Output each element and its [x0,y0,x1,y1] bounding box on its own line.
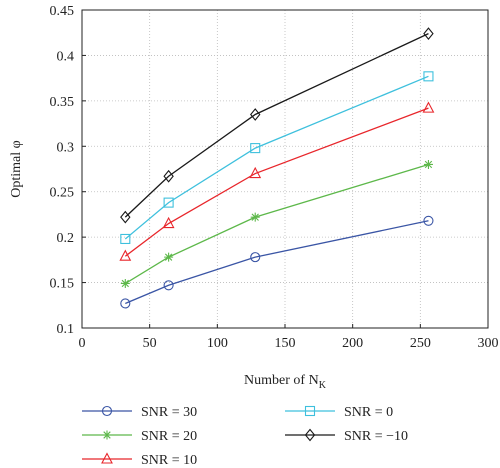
data-point [120,278,130,288]
data-point [163,169,174,183]
x-axis-label-main: Number of N [244,373,319,388]
y-tick-label: 0.35 [50,95,75,110]
series-line [124,107,429,257]
y-tick-label: 0.25 [50,186,75,201]
legend-marker [304,405,316,417]
x-tick-label: 150 [275,336,296,351]
data-point [120,210,131,224]
legend-marker [101,405,113,417]
legend-label: SNR = 30 [141,405,197,420]
y-tick-label: 0.4 [57,49,75,64]
x-tick-label: 250 [410,336,431,351]
x-tick-label: 200 [342,336,363,351]
data-point [423,71,434,82]
axis-ticks: 0 50 100 150 200 250 300 0.1 0.15 0.2 0.25 0.3 0.35 0… [50,4,499,351]
legend-item: SNR = 30 [82,405,197,420]
data-point [423,27,434,40]
grid-lines [82,10,488,328]
data-point [249,166,262,179]
series-2 [119,101,435,261]
x-tick-label: 100 [207,336,228,351]
data-point [164,252,174,262]
legend-item: SNR = 0 [285,405,393,420]
data-point [120,233,131,245]
x-axis-label-subscript: K [319,380,327,391]
series-3 [120,71,434,245]
data-point [120,298,131,309]
y-tick-label: 0.15 [50,277,75,292]
series-1 [120,159,433,288]
legend-item: SNR = −10 [285,428,408,444]
data-point [422,101,435,113]
legend-label: SNR = 0 [344,405,393,420]
legend-item: SNR = 10 [82,452,197,468]
data-point [250,108,261,121]
data-point [163,280,174,291]
data-point [250,143,261,154]
legend-label: SNR = −10 [344,429,408,444]
x-tick-label: 0 [79,336,86,351]
legend-label: SNR = 20 [141,429,197,444]
series-line [124,163,429,285]
series-line [124,33,429,218]
data-point [119,249,132,261]
x-axis-label: Number of NK [244,373,327,391]
series-0 [120,215,434,309]
data-point [250,252,261,263]
legend-item: SNR = 20 [82,429,197,444]
data-point [163,197,174,208]
data-point [250,212,260,222]
x-tick-label: 50 [143,336,157,351]
legend: SNR = 30 SNR = 20 SNR = 10 SNR = 0 SNR = −10 [82,405,408,468]
legend-marker [101,452,113,464]
x-tick-label: 300 [478,336,499,351]
series-line [124,75,429,240]
y-axis-label: Optimal φ [9,140,24,197]
data-point [423,215,434,226]
legend-marker [102,430,112,440]
data-point [423,159,433,169]
legend-label: SNR = 10 [141,453,197,468]
series-4 [120,27,434,224]
series-layer [119,27,435,309]
y-tick-label: 0.45 [50,4,75,19]
data-point [162,216,175,229]
series-line [125,220,429,305]
y-tick-label: 0.1 [57,322,75,337]
y-tick-label: 0.2 [57,231,75,246]
y-tick-label: 0.3 [57,140,75,155]
legend-marker [304,428,316,442]
